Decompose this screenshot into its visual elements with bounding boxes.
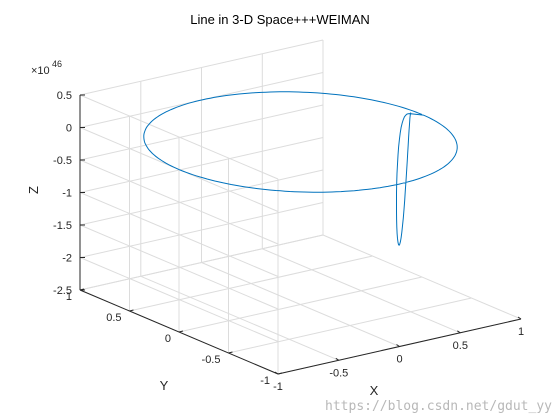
x-tick-label: -1: [273, 381, 283, 393]
x-tick-label: 0: [396, 354, 402, 366]
chart-title: Line in 3-D Space+++WEIMAN: [190, 12, 370, 27]
axes-box: [79, 94, 522, 375]
grid-line-y-floor: [129, 255, 373, 312]
y-tick-mark: [228, 351, 233, 354]
y-axis-label: Y: [160, 378, 169, 393]
z-exponent-base: ×10: [31, 65, 50, 77]
grid-line-z-back: [79, 169, 324, 226]
z-tick-label: -1.5: [53, 220, 72, 232]
y-tick-mark: [277, 372, 283, 375]
x-tick-mark: [517, 316, 522, 320]
grid-line-y-floor: [79, 234, 324, 291]
z-axis-label: Z: [26, 186, 41, 194]
x-tick-mark: [396, 344, 400, 347]
z-exponent-power: 46: [52, 59, 62, 69]
x-axis-label: X: [370, 383, 379, 398]
grid-line-z-back: [79, 202, 324, 258]
z-tick-label: -2: [62, 253, 72, 265]
z-tick-label: 0.5: [57, 90, 72, 102]
grid-line-y-floor: [178, 276, 423, 333]
z-tick-label: -0.5: [53, 155, 72, 167]
grid-line-z-side: [79, 224, 279, 310]
y-tick-mark: [129, 309, 134, 312]
x-tick-mark: [274, 371, 279, 375]
tick-labels: -1-0.500.51-1-0.500.51-2.5-2-1.5-1-0.500…: [53, 90, 524, 393]
grid-line-y-floor: [228, 297, 472, 354]
grid-line-z-side: [79, 192, 279, 277]
y-tick-mark: [178, 330, 184, 333]
x-tick-label: 0.5: [453, 340, 468, 352]
z-tick-label: -2.5: [53, 285, 72, 297]
watermark: https://blog.csdn.net/gdut_yy: [325, 399, 552, 414]
series-line: [143, 91, 458, 246]
grid-line-z-back: [79, 104, 324, 161]
grid-lines: [79, 39, 522, 375]
grid-line-z-side: [79, 159, 279, 245]
y-tick-label: -0.5: [202, 354, 221, 366]
grid-line-z-back: [79, 137, 324, 193]
y-tick-label: 0.5: [106, 312, 121, 324]
z-exponent: ×10 46: [31, 59, 62, 77]
x-tick-label: 1: [518, 326, 524, 338]
y-tick-label: 1: [66, 291, 72, 303]
x-tick-mark: [335, 357, 340, 361]
x-tick-mark: [457, 330, 461, 334]
z-tick-label: 0: [66, 123, 72, 135]
y-tick-label: 0: [165, 333, 171, 345]
x-tick-label: -0.5: [329, 367, 348, 379]
grid-line-z-back: [79, 39, 324, 96]
grid-line-z-side: [79, 94, 279, 180]
y-tick-label: -1: [260, 375, 270, 387]
z-tick-label: -1: [62, 188, 72, 200]
